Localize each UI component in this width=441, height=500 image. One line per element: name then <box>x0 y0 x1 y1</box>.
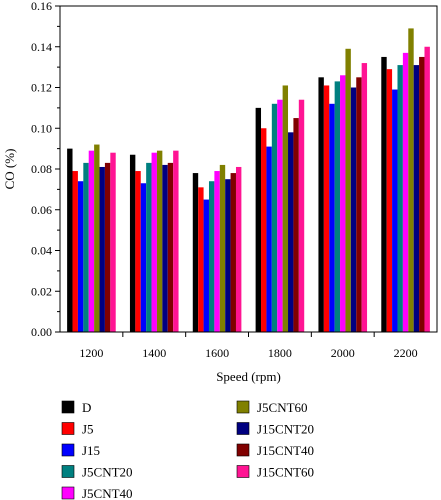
bar-j5cnt20-1800 <box>271 103 278 332</box>
bar-d-1200 <box>67 148 73 332</box>
bar-d-1400 <box>129 154 136 332</box>
legend-label-j5cnt60: J5CNT60 <box>257 400 308 415</box>
bar-j5cnt20-2200 <box>397 65 403 333</box>
bar-j15cnt60-1200 <box>110 152 116 332</box>
bar-j15cnt20-1200 <box>99 166 105 332</box>
y-tick-label: 0.08 <box>31 162 52 176</box>
bar-j5-1400 <box>135 171 141 332</box>
bar-j15cnt40-1400 <box>167 162 174 332</box>
x-tick-label: 1200 <box>79 346 103 360</box>
legend-label-j15cnt20: J15CNT20 <box>257 422 314 437</box>
bar-j5cnt40-1600 <box>214 171 220 332</box>
bar-j15cnt60-1800 <box>298 99 305 332</box>
bar-d-1800 <box>255 107 262 332</box>
legend-label-d: D <box>82 400 91 415</box>
bar-j5cnt60-1400 <box>156 150 163 332</box>
bar-j5cnt40-2000 <box>340 75 346 333</box>
bar-j5cnt40-1800 <box>277 99 283 332</box>
legend-label-j15cnt60: J15CNT60 <box>257 465 314 480</box>
y-tick-label: 0.02 <box>31 284 52 298</box>
y-tick-label: 0.04 <box>31 244 52 258</box>
legend-label-j15cnt40: J15CNT40 <box>257 443 314 458</box>
bar-j15cnt20-2200 <box>413 65 420 333</box>
legend-swatch-j15 <box>61 443 75 457</box>
bar-j5cnt40-1400 <box>151 152 157 332</box>
bar-j5-1600 <box>198 187 204 332</box>
bar-j5-2000 <box>323 85 330 333</box>
legend-swatch-j5 <box>61 422 75 435</box>
bar-series <box>67 28 430 333</box>
bar-j5-2200 <box>386 69 393 332</box>
x-tick-label: 1800 <box>268 346 292 360</box>
bar-j15cnt20-1800 <box>288 132 294 332</box>
x-axis-title: Speed (rpm) <box>216 369 281 384</box>
bar-d-2000 <box>318 77 324 332</box>
y-axis-ticks: 0.00 0.02 0.04 0.06 0.08 0.10 0.12 0.14 0.16 <box>31 0 60 339</box>
bar-j15cnt40-1600 <box>230 173 236 332</box>
legend-label-j5: J5 <box>82 422 94 437</box>
bar-j15cnt60-2200 <box>424 46 430 332</box>
bar-j15cnt40-2200 <box>419 56 425 332</box>
bar-j15cnt60-2000 <box>361 63 368 333</box>
bar-j15cnt20-1400 <box>162 164 168 332</box>
bar-j15-1600 <box>203 199 209 332</box>
bar-j5cnt60-2200 <box>408 28 414 332</box>
bar-j5-1800 <box>261 128 267 332</box>
bar-j15cnt60-1400 <box>173 150 179 332</box>
bar-j5cnt40-2200 <box>402 52 409 333</box>
bar-j15cnt40-2000 <box>356 77 362 332</box>
bar-j5cnt20-2000 <box>334 81 341 332</box>
y-tick-label: 0.14 <box>31 40 52 54</box>
bar-j15-1800 <box>266 146 272 332</box>
legend-label-j5cnt20: J5CNT20 <box>82 465 133 480</box>
bar-j5-1200 <box>72 171 78 332</box>
bar-j15-2200 <box>392 89 398 332</box>
bar-j5cnt60-1800 <box>282 85 289 333</box>
x-tick-label: 2000 <box>331 346 355 360</box>
y-tick-label: 0.12 <box>31 81 52 95</box>
bar-j15-1200 <box>77 181 84 332</box>
bar-j5cnt60-1200 <box>94 144 100 332</box>
y-tick-label: 0.10 <box>31 121 52 135</box>
plot-frame <box>59 5 438 333</box>
bar-j15cnt20-1600 <box>225 179 231 332</box>
legend-label-j5cnt40: J5CNT40 <box>82 486 133 500</box>
legend-swatch-j15cnt40 <box>236 443 250 457</box>
x-tick-label: 1400 <box>142 346 166 360</box>
y-tick-label: 0.16 <box>31 0 52 13</box>
bar-j5cnt60-2000 <box>345 48 351 332</box>
bar-j15-1400 <box>140 183 147 332</box>
legend-swatch-j15cnt60 <box>236 465 250 478</box>
bar-j15cnt20-2000 <box>350 87 357 332</box>
legend-swatch-j5cnt40 <box>61 486 75 500</box>
legend-swatch-j5cnt60 <box>236 400 250 414</box>
bar-j15cnt40-1800 <box>293 118 299 332</box>
y-axis-title: CO (%) <box>2 149 17 190</box>
x-tick-label: 2200 <box>394 346 418 360</box>
y-tick-label: 0.00 <box>31 325 52 339</box>
bar-d-1600 <box>192 173 199 332</box>
bar-d-2200 <box>381 56 387 332</box>
bar-j5cnt20-1600 <box>208 181 215 332</box>
x-axis-ticks: 1200 1400 1600 1800 2000 2200 <box>79 332 418 360</box>
bar-j5cnt60-1600 <box>219 164 226 332</box>
legend: D J5 J15 J5CNT20 J5CNT40 J5CNT60 J15CNT20 J15CN… <box>61 400 314 500</box>
bar-j5cnt20-1400 <box>146 162 152 332</box>
legend-swatch-d <box>61 400 75 414</box>
bar-j15-2000 <box>329 103 335 332</box>
bar-j5cnt20-1200 <box>83 162 89 332</box>
bar-j15cnt40-1200 <box>104 162 111 332</box>
legend-swatch-j15cnt20 <box>236 422 250 435</box>
x-tick-label: 1600 <box>205 346 229 360</box>
y-tick-label: 0.06 <box>31 203 52 217</box>
legend-label-j15: J15 <box>82 443 100 458</box>
bar-j15cnt60-1600 <box>235 166 242 332</box>
legend-swatch-j5cnt20 <box>61 465 75 478</box>
bar-j5cnt40-1200 <box>88 150 95 332</box>
